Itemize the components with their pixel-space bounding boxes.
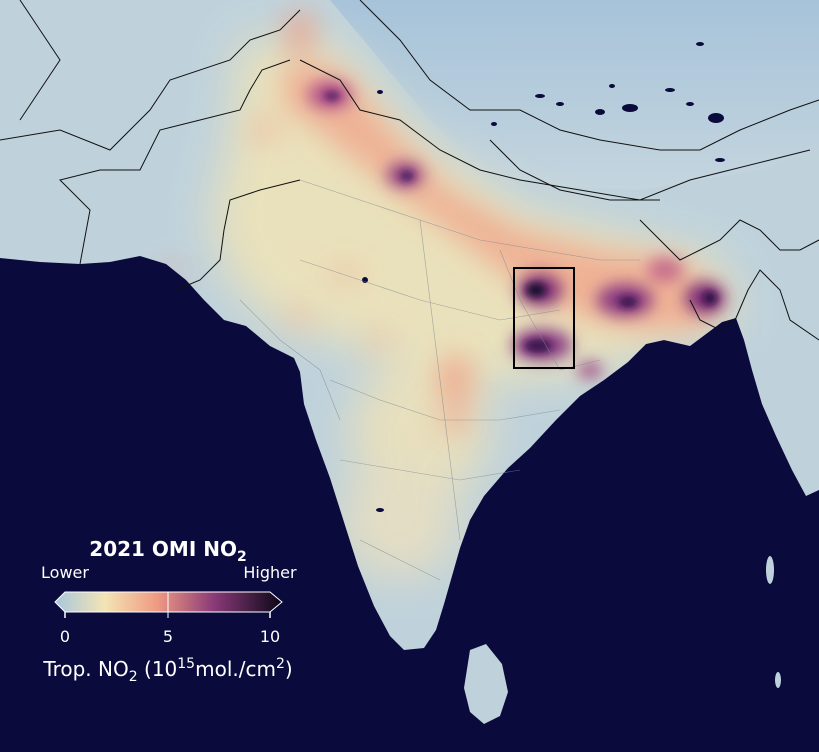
colorbar-tick-label-0: 0 (60, 627, 70, 646)
legend-label-high: Higher (243, 563, 297, 582)
highlight-box (513, 267, 575, 369)
sri-lanka (464, 644, 508, 724)
unit-part-f: 2 (276, 656, 285, 672)
legend-title-main: 2021 OMI NO (89, 537, 237, 561)
unit-part-g: ) (285, 657, 293, 681)
state-borders (239, 179, 640, 581)
colorbar-unit-label: Trop. NO2 (1015mol./cm2) (42, 656, 292, 685)
unit-part-b: 2 (129, 669, 138, 685)
legend-title: 2021 OMI NO2 (89, 537, 246, 565)
legend-label-low: Lower (41, 563, 89, 582)
colorbar-tick-label-10: 10 (260, 627, 280, 646)
unit-part-c: (10 (138, 657, 178, 681)
colorbar-tick-label-5: 5 (163, 627, 173, 646)
unit-part-d: 15 (177, 656, 195, 672)
unit-part-a: Trop. NO (42, 657, 128, 681)
legend: 2021 OMI NO2 Lower Higher 0 5 10 Trop. N… (41, 537, 297, 685)
no2-field (160, 10, 740, 580)
lakes (362, 42, 725, 512)
country-borders (0, 0, 819, 341)
unit-part-e: mol./cm (195, 657, 276, 681)
legend-title-sub: 2 (237, 549, 247, 565)
